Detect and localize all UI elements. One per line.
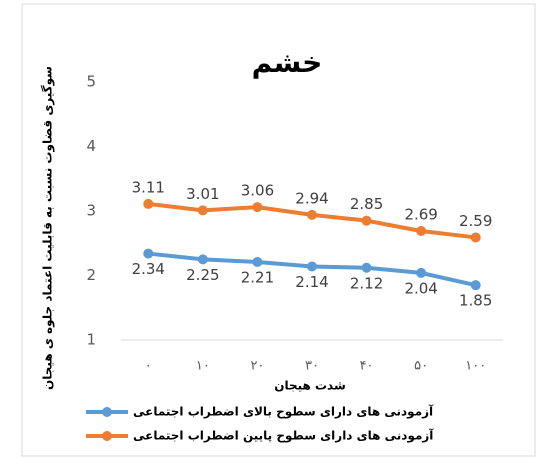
data-label: 2.59 (459, 212, 492, 230)
x-axis-label: شدت هیجان (274, 379, 346, 393)
data-label: 2.12 (350, 274, 383, 292)
y-axis-label: سوگیری قضاوت نسبت به قابلیت اعتماد جلوه … (41, 66, 56, 390)
data-point (307, 261, 317, 272)
data-label: 2.04 (404, 279, 437, 297)
data-label: 1.85 (459, 292, 492, 310)
x-tick-label: ۱۰ (196, 359, 210, 374)
chart-title: خشم (252, 46, 323, 79)
data-label: 2.69 (404, 205, 437, 223)
legend-label: آزمودنی های دارای سطوح بالای اضطراب اجتم… (133, 404, 434, 420)
data-point (197, 254, 208, 265)
data-label: 3.11 (132, 178, 165, 196)
x-tick-label: ۳۰ (305, 359, 319, 374)
chart-frame (21, 3, 536, 457)
y-tick-label: 2 (86, 266, 96, 284)
x-tick-label: ۰ (145, 359, 152, 374)
data-point (361, 262, 372, 273)
y-tick-label: 4 (86, 137, 96, 155)
data-point (143, 248, 154, 259)
data-label: 3.06 (241, 182, 274, 200)
x-tick-label: ۴۰ (360, 359, 374, 374)
y-tick-label: 3 (86, 202, 96, 220)
data-point (307, 209, 317, 220)
data-point (197, 205, 208, 216)
data-point (470, 280, 481, 291)
data-label: 2.14 (295, 273, 328, 291)
legend-marker (102, 407, 112, 417)
data-label: 2.21 (241, 268, 274, 286)
data-point (252, 256, 263, 267)
data-label: 2.25 (186, 266, 219, 284)
x-tick-label: ۵۰ (414, 359, 428, 374)
x-tick-label: ۲۰ (250, 359, 264, 374)
data-point (252, 202, 263, 213)
x-tick-label: ۱۰۰ (465, 359, 486, 374)
data-label: 2.34 (132, 260, 165, 278)
data-point (416, 267, 427, 278)
data-label: 3.01 (186, 185, 219, 203)
data-point (470, 232, 481, 243)
y-tick-label: 5 (86, 73, 96, 91)
data-label: 2.85 (350, 195, 383, 213)
legend-marker (102, 431, 112, 441)
y-tick-label: 1 (86, 331, 96, 349)
data-point (143, 198, 154, 209)
data-label: 2.94 (295, 189, 328, 207)
legend-label: آزمودنی های دارای سطوح پایین اضطراب اجتم… (133, 428, 434, 444)
data-point (416, 225, 427, 236)
data-point (361, 215, 372, 226)
